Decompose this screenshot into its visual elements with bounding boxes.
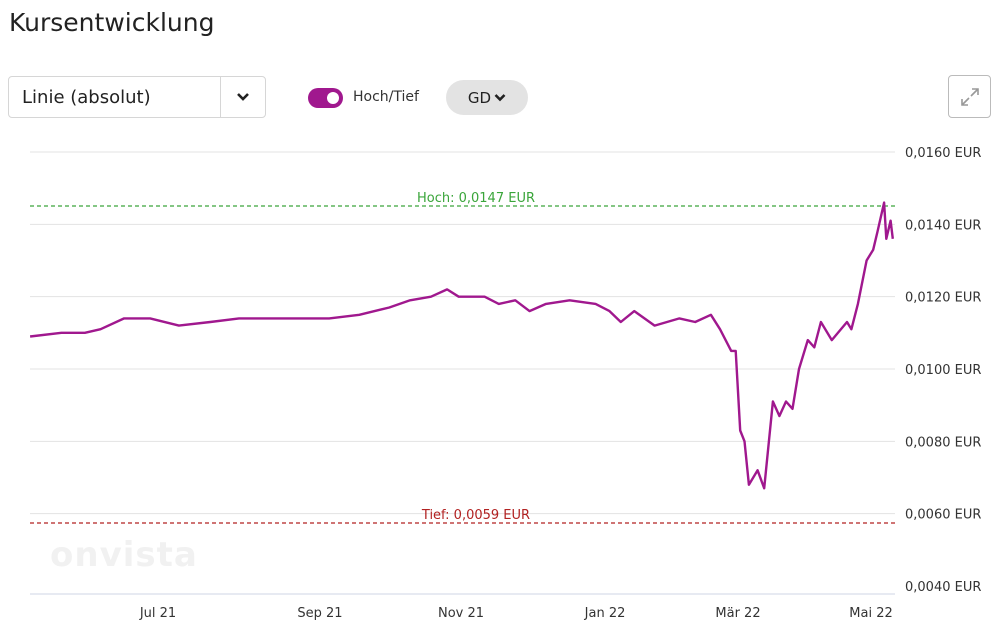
y-tick-label: 0,0140 EUR [905, 218, 981, 233]
gd-dropdown-button[interactable]: GD [446, 80, 528, 115]
price-chart: 0,0040 EUR 0,0060 EUR 0,0080 EUR 0,0100 EUR… [29, 146, 981, 621]
price-line [29, 201, 894, 490]
high-low-toggle[interactable] [308, 88, 343, 108]
x-tick-label: Nov 21 [438, 606, 484, 621]
high-low-toggle-label: Hoch/Tief [353, 89, 419, 105]
y-tick-label: 0,0120 EUR [905, 291, 981, 306]
chevron-down-icon [494, 94, 506, 102]
chart-type-value: Linie (absolut) [22, 87, 151, 108]
chevron-down-icon[interactable] [220, 77, 265, 117]
expand-arrows-icon [960, 87, 979, 106]
y-tick-label: 0,0040 EUR [905, 580, 981, 595]
x-tick-label: Sep 21 [297, 606, 342, 621]
expand-button[interactable] [948, 75, 991, 118]
chart-type-select[interactable]: Linie (absolut) [8, 76, 266, 118]
y-tick-label: 0,0100 EUR [905, 363, 981, 378]
onvista-watermark: onvista [50, 535, 198, 575]
x-tick-label: Mär 22 [715, 606, 760, 621]
x-tick-label: Mai 22 [849, 606, 892, 621]
high-label: Hoch: 0,0147 EUR [417, 191, 535, 206]
page-title: Kursentwicklung [9, 8, 215, 37]
x-tick-label: Jan 22 [584, 606, 626, 621]
y-tick-label: 0,0080 EUR [905, 435, 981, 450]
y-tick-label: 0,0060 EUR [905, 508, 981, 523]
y-tick-label: 0,0160 EUR [905, 146, 981, 161]
x-tick-label: Jul 21 [139, 606, 176, 621]
gd-label: GD [467, 88, 492, 107]
low-label: Tief: 0,0059 EUR [421, 508, 530, 523]
